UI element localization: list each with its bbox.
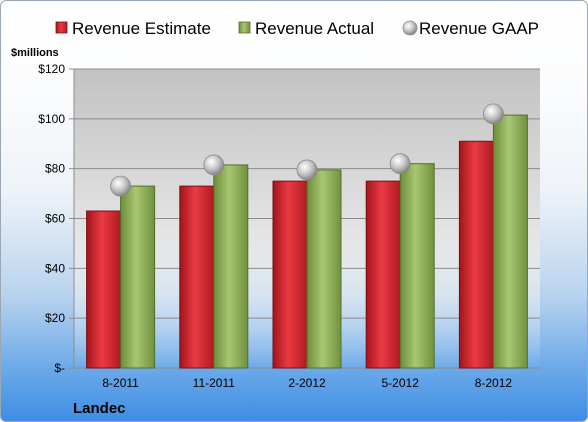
bar-revenue-actual: [120, 185, 156, 369]
bar-revenue-estimate: [272, 180, 308, 369]
legend-label: Revenue Actual: [255, 19, 374, 38]
legend-swatch: [55, 21, 68, 34]
bar-revenue-actual: [306, 169, 342, 369]
company-label: Landec: [73, 400, 126, 417]
point-revenue-gaap: [389, 153, 411, 175]
x-tick-label: 8-2012: [475, 376, 513, 390]
bar-revenue-estimate: [458, 140, 494, 369]
x-tick-label: 11-2011: [193, 376, 236, 390]
bar-revenue-estimate: [86, 210, 122, 369]
point-revenue-gaap: [110, 175, 131, 197]
x-axis: 8-2011 11-2011 2-2012 5-2012 8-2012: [74, 367, 540, 390]
bar-revenue-actual: [492, 114, 528, 369]
y-tick-label: $100: [38, 112, 65, 126]
y-tick-label: $60: [45, 212, 65, 226]
legend: Revenue Estimate Revenue Actual Revenue GA…: [55, 19, 539, 38]
legend-item: Revenue GAAP: [402, 19, 539, 38]
y-tick-label: $-: [54, 361, 65, 375]
x-tick-label: 2-2012: [288, 376, 326, 390]
legend-item: Revenue Actual: [238, 19, 374, 38]
y-tick-label: $80: [45, 162, 65, 176]
y-tick-label: $20: [45, 311, 65, 325]
x-tick-label: 8-2011: [102, 376, 139, 390]
legend-label: Revenue Estimate: [72, 19, 211, 38]
bar-revenue-actual: [213, 164, 249, 369]
bar-revenue-actual: [399, 163, 435, 369]
legend-item: Revenue Estimate: [55, 19, 211, 38]
legend-swatch: [238, 21, 251, 34]
bars: [86, 114, 528, 369]
bar-revenue-estimate: [179, 185, 215, 369]
point-revenue-gaap: [482, 103, 504, 125]
legend-label: Revenue GAAP: [419, 19, 539, 38]
y-tick-label: $120: [38, 62, 65, 76]
gaap-points: [110, 103, 504, 197]
y-tick-label: $40: [45, 261, 65, 275]
y-axis: $- $20 $40 $60 $80 $100 $120: [38, 62, 75, 375]
x-tick-label: 5-2012: [382, 376, 420, 390]
point-revenue-gaap: [203, 154, 225, 176]
legend-swatch: [402, 20, 418, 36]
bar-revenue-estimate: [365, 180, 401, 369]
y-axis-label: $millions: [11, 47, 59, 59]
point-revenue-gaap: [296, 159, 318, 181]
